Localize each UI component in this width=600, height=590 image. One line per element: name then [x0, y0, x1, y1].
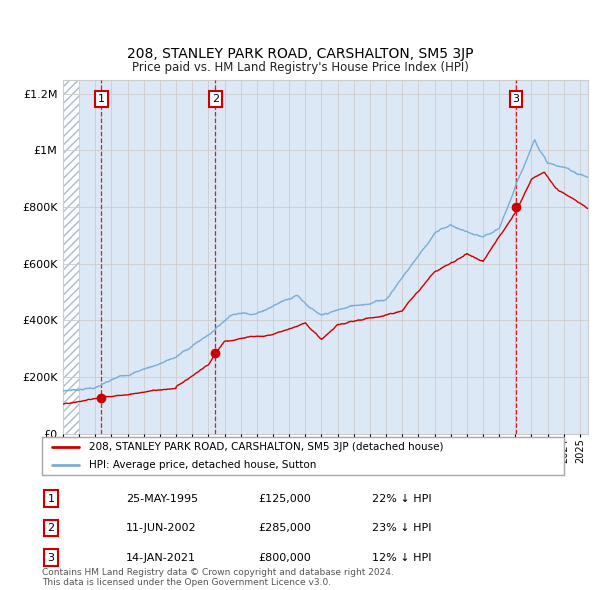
Text: 1: 1: [47, 494, 55, 503]
Bar: [63, 80, 79, 434]
Text: £285,000: £285,000: [258, 523, 311, 533]
Text: 2: 2: [47, 523, 55, 533]
Text: £125,000: £125,000: [258, 494, 311, 503]
Text: 14-JAN-2021: 14-JAN-2021: [126, 553, 196, 562]
Text: HPI: Average price, detached house, Sutton: HPI: Average price, detached house, Sutt…: [89, 460, 316, 470]
Text: Contains HM Land Registry data © Crown copyright and database right 2024.: Contains HM Land Registry data © Crown c…: [42, 568, 394, 577]
Text: 23% ↓ HPI: 23% ↓ HPI: [372, 523, 431, 533]
Text: 208, STANLEY PARK ROAD, CARSHALTON, SM5 3JP (detached house): 208, STANLEY PARK ROAD, CARSHALTON, SM5 …: [89, 442, 443, 452]
Text: 3: 3: [512, 94, 520, 104]
Text: 3: 3: [47, 553, 55, 562]
Text: 2: 2: [212, 94, 219, 104]
Text: Price paid vs. HM Land Registry's House Price Index (HPI): Price paid vs. HM Land Registry's House …: [131, 61, 469, 74]
Text: 25-MAY-1995: 25-MAY-1995: [126, 494, 198, 503]
Bar: [63, 80, 79, 434]
Text: 1: 1: [98, 94, 105, 104]
Text: This data is licensed under the Open Government Licence v3.0.: This data is licensed under the Open Gov…: [42, 578, 331, 587]
Text: 11-JUN-2002: 11-JUN-2002: [126, 523, 197, 533]
Text: 22% ↓ HPI: 22% ↓ HPI: [372, 494, 431, 503]
Text: £800,000: £800,000: [258, 553, 311, 562]
Bar: [79, 80, 600, 434]
Text: 12% ↓ HPI: 12% ↓ HPI: [372, 553, 431, 562]
Text: 208, STANLEY PARK ROAD, CARSHALTON, SM5 3JP: 208, STANLEY PARK ROAD, CARSHALTON, SM5 …: [127, 47, 473, 61]
